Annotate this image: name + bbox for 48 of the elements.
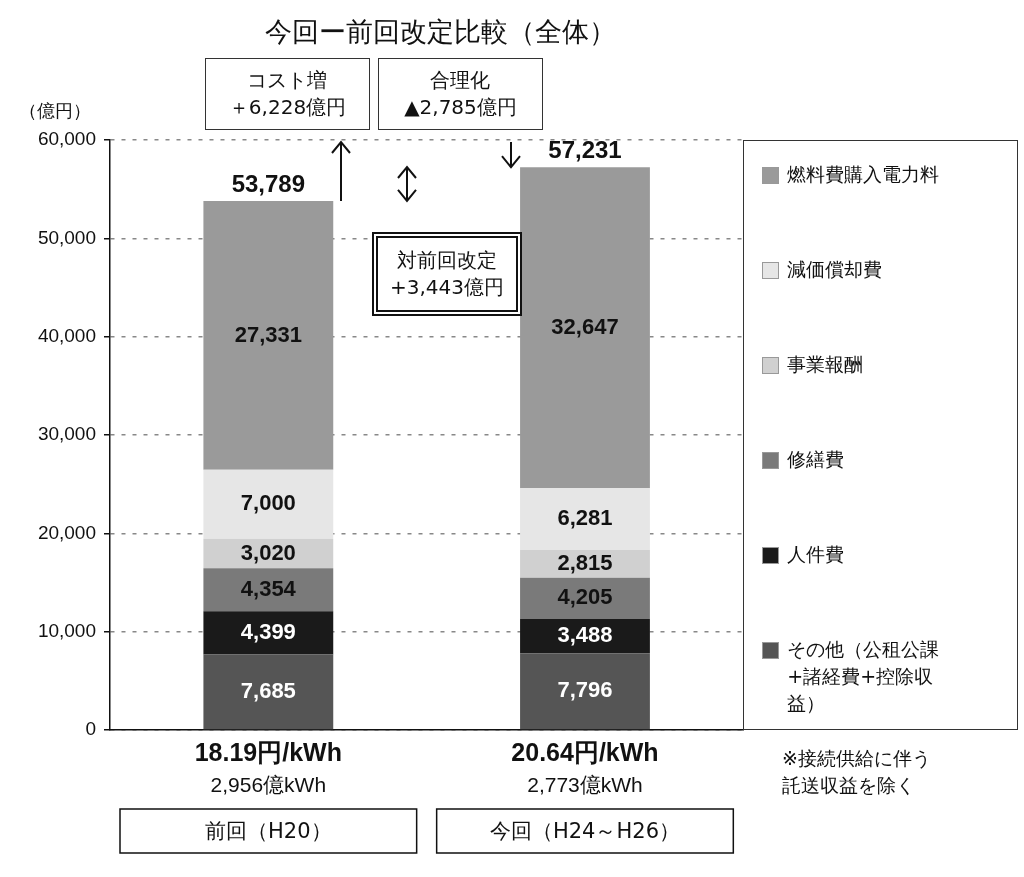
y-tick-label: 20,000 bbox=[37, 521, 96, 543]
data-label: 2,815 bbox=[557, 549, 613, 575]
data-label: 3,020 bbox=[240, 539, 296, 565]
text: ※接続供給に伴う託送収益を除く bbox=[782, 746, 932, 798]
y-tick-label: 50,000 bbox=[37, 226, 96, 248]
text: 2,773億kWh bbox=[527, 772, 643, 796]
legend-label: その他（公租公課+諸経費+控除収益） bbox=[787, 637, 941, 716]
y-tick-label: 10,000 bbox=[37, 619, 96, 641]
data-label: 7,796 bbox=[557, 677, 613, 703]
bar bbox=[203, 469, 334, 539]
legend-label: 燃料費購入電力料 bbox=[787, 162, 941, 187]
y-tick-label: 30,000 bbox=[37, 423, 96, 445]
data-label: 7,685 bbox=[240, 677, 296, 703]
annotation: 対前回改定+3,443億円 bbox=[389, 247, 504, 301]
text: 2,956億kWh bbox=[210, 772, 327, 796]
bar bbox=[520, 577, 650, 620]
y-tick-label: 0 bbox=[85, 718, 96, 740]
x-tick-label: 前回（H20） bbox=[205, 819, 332, 844]
data-label: 4,205 bbox=[557, 584, 613, 610]
legend-label: 人件費 bbox=[787, 542, 846, 567]
bar bbox=[203, 611, 334, 655]
total-label: 57,231 bbox=[548, 135, 622, 163]
text: 18.19円/kWh bbox=[194, 737, 342, 766]
bar bbox=[203, 568, 334, 612]
bar bbox=[203, 201, 334, 470]
legend-label: 事業報酬 bbox=[787, 352, 865, 377]
bar bbox=[520, 167, 650, 489]
text: 合理化▲2,785億円 bbox=[404, 67, 517, 121]
data-label: 3,488 bbox=[557, 622, 613, 648]
data-label: 4,354 bbox=[240, 575, 297, 601]
data-label: 6,281 bbox=[557, 505, 613, 531]
data-label: 7,000 bbox=[240, 490, 296, 516]
y-axis-title: （億円） bbox=[19, 99, 91, 121]
text: 20.64円/kWh bbox=[511, 737, 659, 766]
legend-label: 減価償却費 bbox=[787, 257, 884, 282]
data-label: 27,331 bbox=[234, 321, 302, 347]
bar bbox=[520, 653, 650, 730]
total-label: 53,789 bbox=[231, 169, 306, 197]
legend-label: 修繕費 bbox=[787, 447, 846, 472]
chart-title: 今回ー前回改定比較（全体） bbox=[263, 15, 617, 49]
data-label: 32,647 bbox=[551, 313, 619, 339]
y-tick-label: 40,000 bbox=[37, 324, 96, 346]
data-label: 4,399 bbox=[240, 618, 296, 644]
text: コスト増＋6,228億円 bbox=[228, 67, 347, 121]
bar bbox=[520, 488, 650, 551]
y-tick-label: 60,000 bbox=[37, 128, 96, 150]
bar bbox=[203, 654, 334, 730]
x-tick-label: 今回（H24～H26） bbox=[489, 819, 680, 844]
